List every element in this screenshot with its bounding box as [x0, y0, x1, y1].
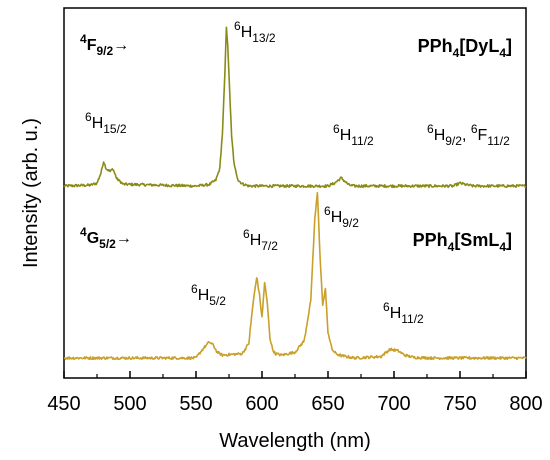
transition-label: 6H13/2 [234, 19, 276, 45]
series-line [63, 191, 527, 361]
x-tick-label: 800 [509, 393, 542, 415]
x-ticks: 450 500 550 600 650 700 750 800 [47, 371, 543, 415]
x-tick-label: 700 [377, 393, 410, 415]
transition-label: 4G5/2→ [80, 225, 132, 251]
x-tick-label: 550 [179, 393, 212, 415]
transition-label: 6H9/2, 6F11/2 [427, 122, 510, 148]
transition-label: 6H5/2 [191, 282, 226, 308]
transition-label: 6H7/2 [243, 227, 278, 253]
transition-label: 6H11/2 [333, 122, 374, 148]
series-line [63, 26, 527, 189]
y-axis-title: Intensity (arb. u.) [20, 118, 42, 268]
series-legend-label: PPh4[SmL4] [413, 230, 512, 254]
x-tick-label: 600 [245, 393, 278, 415]
x-tick-label: 750 [443, 393, 476, 415]
x-tick-label: 450 [47, 393, 80, 415]
transition-label: 6H15/2 [85, 110, 127, 136]
plot-frame [63, 7, 527, 379]
transition-label: 4F9/2→ [80, 32, 129, 58]
x-axis-title: Wavelength (nm) [219, 430, 371, 452]
annotations: PPh4[DyL4] PPh4[SmL4] 4F9/2→ 6H15/2 6H13/2 6H… [80, 19, 512, 326]
series-legend-label: PPh4[DyL4] [418, 36, 512, 60]
x-tick-label: 500 [113, 393, 146, 415]
series-group [63, 26, 527, 361]
transition-label: 6H9/2 [324, 204, 359, 230]
transition-label: 6H11/2 [383, 300, 424, 326]
x-tick-label: 650 [311, 393, 344, 415]
